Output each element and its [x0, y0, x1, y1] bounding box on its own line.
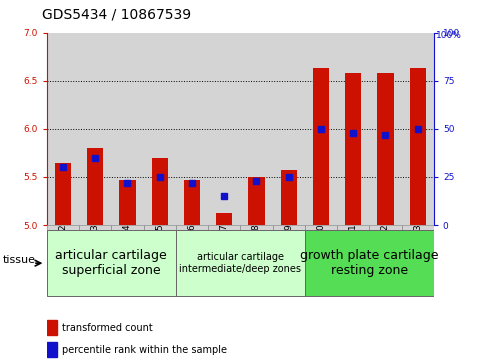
Text: GSM1310352: GSM1310352	[59, 223, 68, 284]
FancyBboxPatch shape	[79, 225, 111, 281]
Bar	[402, 33, 434, 225]
FancyBboxPatch shape	[402, 225, 434, 281]
Text: GSM1310357: GSM1310357	[220, 223, 229, 284]
Bar	[313, 68, 329, 225]
Bar	[410, 68, 426, 225]
Bar	[47, 342, 57, 357]
FancyBboxPatch shape	[47, 230, 176, 296]
FancyBboxPatch shape	[273, 225, 305, 281]
Text: GSM1310353: GSM1310353	[91, 223, 100, 284]
Bar	[152, 158, 168, 225]
Text: GSM1310361: GSM1310361	[349, 223, 358, 284]
Bar	[273, 33, 305, 225]
Bar	[47, 320, 57, 335]
FancyBboxPatch shape	[369, 225, 402, 281]
Bar	[55, 163, 71, 225]
Text: GSM1310354: GSM1310354	[123, 223, 132, 284]
Bar	[184, 180, 200, 225]
FancyBboxPatch shape	[208, 225, 241, 281]
FancyBboxPatch shape	[337, 225, 369, 281]
FancyBboxPatch shape	[305, 225, 337, 281]
Text: GSM1310360: GSM1310360	[317, 223, 325, 284]
Bar	[87, 148, 103, 225]
Bar	[47, 33, 79, 225]
Text: GDS5434 / 10867539: GDS5434 / 10867539	[42, 7, 191, 21]
Bar	[216, 213, 232, 225]
Text: GSM1310359: GSM1310359	[284, 223, 293, 284]
Bar	[241, 33, 273, 225]
Bar	[305, 33, 337, 225]
Text: 100%: 100%	[436, 31, 462, 40]
FancyBboxPatch shape	[241, 225, 273, 281]
FancyBboxPatch shape	[143, 225, 176, 281]
Bar	[345, 73, 361, 225]
Text: GSM1310362: GSM1310362	[381, 223, 390, 284]
Bar	[369, 33, 402, 225]
Bar	[208, 33, 240, 225]
Text: GSM1310358: GSM1310358	[252, 223, 261, 284]
Bar	[248, 177, 265, 225]
Bar	[143, 33, 176, 225]
Bar	[176, 33, 208, 225]
Text: GSM1310356: GSM1310356	[187, 223, 197, 284]
Bar	[378, 73, 393, 225]
FancyBboxPatch shape	[176, 225, 208, 281]
Bar	[119, 180, 136, 225]
FancyBboxPatch shape	[305, 230, 434, 296]
Text: transformed count: transformed count	[62, 323, 153, 333]
Bar	[281, 170, 297, 225]
FancyBboxPatch shape	[111, 225, 143, 281]
Text: percentile rank within the sample: percentile rank within the sample	[62, 345, 227, 355]
Text: articular cartilage
intermediate/deep zones: articular cartilage intermediate/deep zo…	[179, 252, 301, 274]
Text: growth plate cartilage
resting zone: growth plate cartilage resting zone	[300, 249, 439, 277]
Text: GSM1310363: GSM1310363	[413, 223, 422, 284]
FancyBboxPatch shape	[47, 225, 79, 281]
Bar	[111, 33, 143, 225]
Text: articular cartilage
superficial zone: articular cartilage superficial zone	[55, 249, 167, 277]
FancyBboxPatch shape	[176, 230, 305, 296]
Bar	[79, 33, 111, 225]
Text: GSM1310355: GSM1310355	[155, 223, 164, 284]
Text: tissue: tissue	[2, 254, 35, 265]
Bar	[337, 33, 369, 225]
